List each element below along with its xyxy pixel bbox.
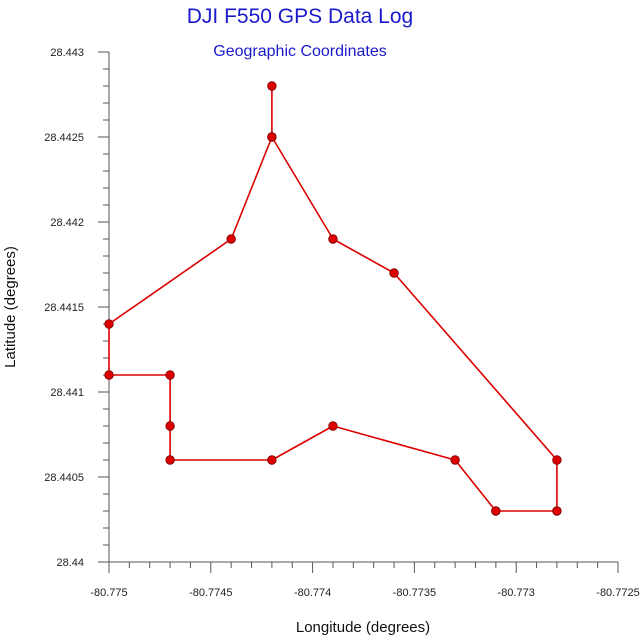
gps-point-marker <box>165 421 175 431</box>
gps-track-line <box>108 86 558 512</box>
gps-point-marker <box>491 506 501 516</box>
y-tick-label: 28.4405 <box>44 472 84 484</box>
gps-point-marker <box>104 370 114 380</box>
chart-title: DJI F550 GPS Data Log <box>187 5 413 28</box>
gps-point-marker <box>267 132 277 142</box>
x-tick-label: -80.774 <box>294 587 331 599</box>
x-tick-label: -80.7725 <box>596 587 639 599</box>
gps-point-marker <box>328 421 338 431</box>
gps-point-marker <box>552 506 562 516</box>
gps-point-marker <box>552 455 562 465</box>
x-tick-label: -80.773 <box>498 587 535 599</box>
y-tick-label: 28.4415 <box>44 302 84 314</box>
y-axis: 28.44 28.4405 28.441 28.4415 28.442 28.4425 28… <box>44 47 110 569</box>
y-tick-label: 28.443 <box>50 47 84 59</box>
gps-point-marker <box>267 81 277 91</box>
x-tick-label: -80.7735 <box>393 587 436 599</box>
x-axis: -80.775 -80.7745 -80.774 -80.7735 -80.773 -80… <box>90 561 640 599</box>
x-tick-label: -80.7745 <box>189 587 232 599</box>
gps-point-marker <box>165 370 175 380</box>
gps-point-marker <box>450 455 460 465</box>
y-tick-label: 28.4425 <box>44 132 84 144</box>
gps-point-marker <box>328 234 338 244</box>
x-tick-label: -80.775 <box>90 587 127 599</box>
x-axis-label: Longitude (degrees) <box>296 619 430 635</box>
y-tick-label: 28.442 <box>50 217 84 229</box>
y-tick-label: 28.44 <box>56 557 84 569</box>
y-axis-label: Latitude (degrees) <box>2 246 19 368</box>
chart-subtitle: Geographic Coordinates <box>213 43 386 60</box>
y-tick-label: 28.441 <box>50 387 84 399</box>
gps-point-marker <box>104 319 114 329</box>
gps-point-marker <box>389 268 399 278</box>
gps-point-marker <box>165 455 175 465</box>
gps-point-marker <box>226 234 236 244</box>
series-group <box>104 81 562 516</box>
gps-point-marker <box>267 455 277 465</box>
